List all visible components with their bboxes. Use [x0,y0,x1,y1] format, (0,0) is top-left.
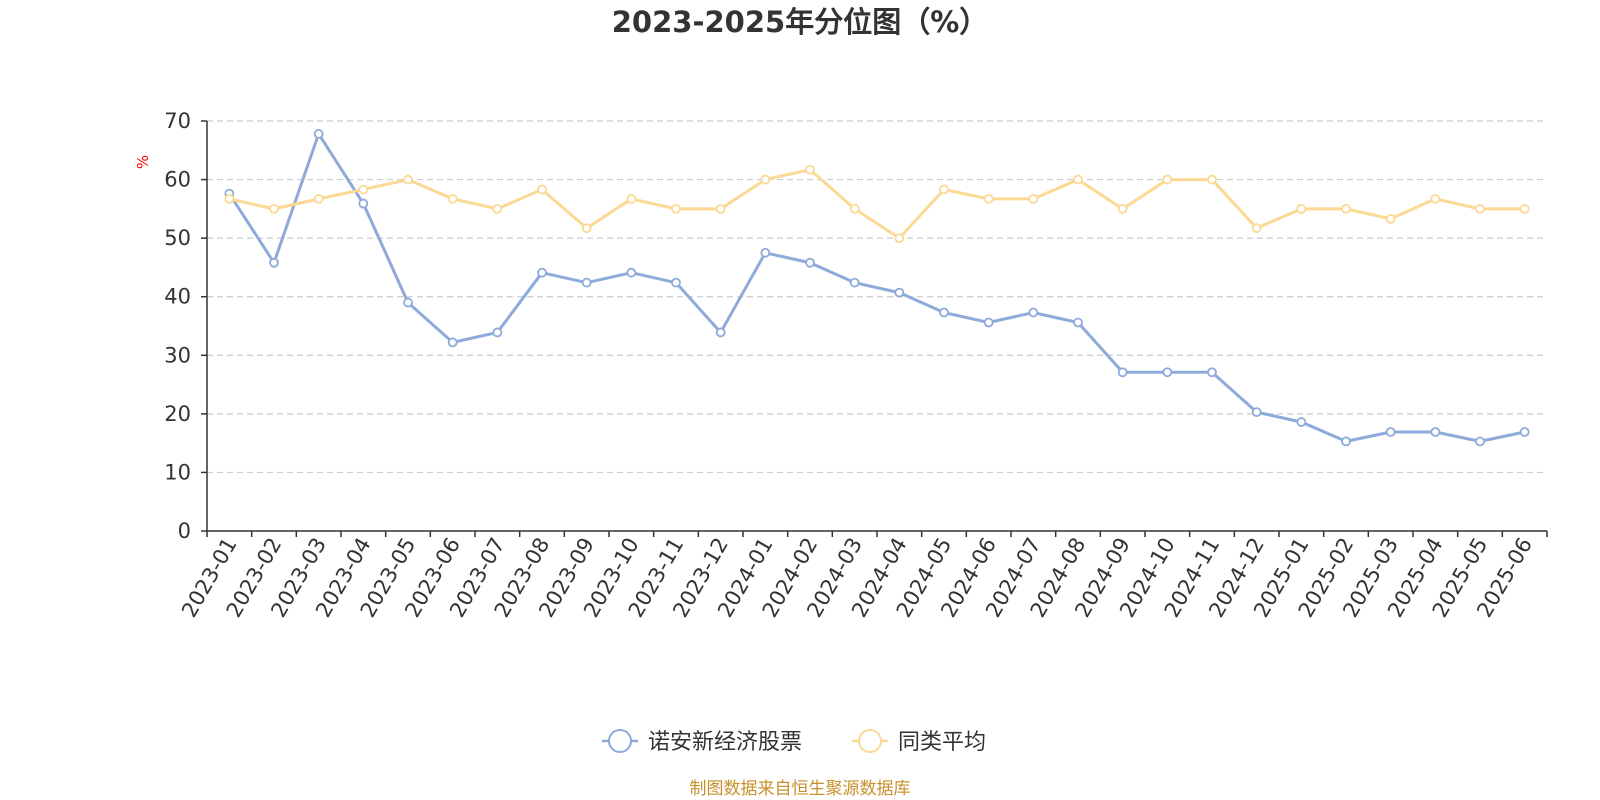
data-point[interactable] [1385,427,1396,437]
series-2 [224,164,1530,244]
data-point[interactable] [983,193,994,204]
data-point[interactable] [403,174,413,185]
axes: 0102030405060702023-012023-022023-032023… [164,109,1548,621]
data-point[interactable] [894,287,905,298]
data-point[interactable] [760,247,771,258]
data-point[interactable] [1117,367,1128,378]
data-point[interactable] [1073,174,1083,185]
series-line [227,168,1527,240]
y-tick-label: 70 [164,109,191,133]
data-point[interactable] [1430,193,1441,204]
series-1 [224,128,1530,447]
legend-item-1[interactable]: 诺安新经济股票 [602,729,802,755]
data-point[interactable] [849,203,860,214]
y-tick-label: 0 [178,519,191,543]
data-point[interactable] [313,193,324,204]
y-tick-label: 60 [164,168,191,192]
data-point[interactable] [1475,203,1485,214]
y-axis-label: % [134,155,152,169]
data-point[interactable] [715,203,726,214]
data-point[interactable] [447,337,458,348]
legend-label: 同类平均 [898,730,986,755]
source-note: 制图数据来自恒生聚源数据库 [689,779,911,799]
data-point[interactable] [224,193,235,204]
data-point[interactable] [1028,193,1039,204]
data-point[interactable] [492,203,503,214]
data-point[interactable] [581,223,592,234]
data-point[interactable] [671,277,681,288]
data-point[interactable] [313,128,324,139]
legend-item-2[interactable]: 同类平均 [852,729,986,755]
data-point[interactable] [447,193,458,204]
data-point[interactable] [537,184,547,195]
data-point[interactable] [1519,427,1530,437]
data-point[interactable] [581,277,592,288]
data-point[interactable] [358,198,369,209]
y-tick-label: 10 [164,460,191,484]
data-point[interactable] [1519,203,1530,214]
y-tick-label: 20 [164,402,191,426]
data-point[interactable] [1341,436,1351,447]
data-point[interactable] [1296,417,1307,427]
data-point[interactable] [1162,367,1173,378]
legend-label: 诺安新经济股票 [648,730,802,755]
y-tick-label: 50 [164,226,191,250]
data-point[interactable] [269,257,279,268]
data-point[interactable] [805,164,815,175]
data-point[interactable] [1162,174,1173,185]
data-point[interactable] [403,297,413,308]
data-point[interactable] [1207,174,1217,185]
legend-marker-icon [608,729,632,753]
data-point[interactable] [626,193,637,204]
data-point[interactable] [939,184,949,195]
data-point[interactable] [1251,407,1262,418]
data-point[interactable] [715,327,726,338]
data-point[interactable] [1251,223,1262,234]
data-point[interactable] [983,317,994,328]
series-lines [224,128,1530,447]
y-tick-label: 30 [164,343,191,367]
data-point[interactable] [537,267,547,278]
y-tick-label: 40 [164,285,191,309]
data-point[interactable] [626,267,637,278]
data-point[interactable] [1073,317,1083,328]
data-point[interactable] [1385,213,1396,224]
data-point[interactable] [671,203,681,214]
data-point[interactable] [760,174,771,185]
chart-title: 2023-2025年分位图（%） [611,5,989,39]
data-point[interactable] [894,233,905,244]
data-point[interactable] [805,257,815,268]
data-point[interactable] [1296,203,1307,214]
data-point[interactable] [939,307,949,318]
data-point[interactable] [1430,427,1441,437]
data-point[interactable] [1028,307,1039,318]
legend-marker-icon [858,729,882,753]
data-point[interactable] [1207,367,1217,378]
grid-lines [207,120,1547,474]
data-point[interactable] [358,184,369,195]
data-point[interactable] [492,327,503,338]
data-point[interactable] [1475,436,1485,447]
data-point[interactable] [1117,203,1128,214]
data-point[interactable] [269,203,279,214]
legend[interactable]: 诺安新经济股票 同类平均 [602,729,986,755]
data-point[interactable] [1341,203,1351,214]
series-line [227,132,1527,443]
data-point[interactable] [849,277,860,288]
